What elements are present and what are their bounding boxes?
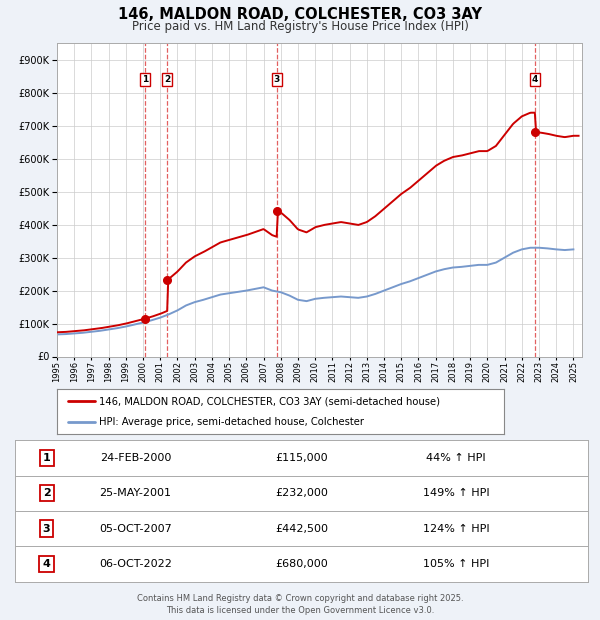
Text: £232,000: £232,000 <box>275 488 328 498</box>
Text: £115,000: £115,000 <box>275 453 328 463</box>
Text: 124% ↑ HPI: 124% ↑ HPI <box>423 523 490 534</box>
Text: 149% ↑ HPI: 149% ↑ HPI <box>423 488 490 498</box>
Text: 06-OCT-2022: 06-OCT-2022 <box>99 559 172 569</box>
Text: Price paid vs. HM Land Registry's House Price Index (HPI): Price paid vs. HM Land Registry's House … <box>131 20 469 33</box>
Text: 2: 2 <box>43 488 50 498</box>
Text: HPI: Average price, semi-detached house, Colchester: HPI: Average price, semi-detached house,… <box>100 417 364 427</box>
Text: 3: 3 <box>43 523 50 534</box>
Text: £442,500: £442,500 <box>275 523 328 534</box>
Text: 4: 4 <box>532 75 538 84</box>
Text: 105% ↑ HPI: 105% ↑ HPI <box>423 559 490 569</box>
Text: 25-MAY-2001: 25-MAY-2001 <box>100 488 172 498</box>
Text: £680,000: £680,000 <box>275 559 328 569</box>
Text: Contains HM Land Registry data © Crown copyright and database right 2025.
This d: Contains HM Land Registry data © Crown c… <box>137 593 463 615</box>
Text: 146, MALDON ROAD, COLCHESTER, CO3 3AY (semi-detached house): 146, MALDON ROAD, COLCHESTER, CO3 3AY (s… <box>100 396 440 407</box>
Text: 44% ↑ HPI: 44% ↑ HPI <box>427 453 486 463</box>
Text: 24-FEB-2000: 24-FEB-2000 <box>100 453 171 463</box>
Text: 2: 2 <box>164 75 170 84</box>
Text: 3: 3 <box>274 75 280 84</box>
Text: 1: 1 <box>43 453 50 463</box>
Text: 146, MALDON ROAD, COLCHESTER, CO3 3AY: 146, MALDON ROAD, COLCHESTER, CO3 3AY <box>118 7 482 22</box>
Text: 05-OCT-2007: 05-OCT-2007 <box>99 523 172 534</box>
Text: 1: 1 <box>142 75 148 84</box>
Text: 4: 4 <box>43 559 50 569</box>
